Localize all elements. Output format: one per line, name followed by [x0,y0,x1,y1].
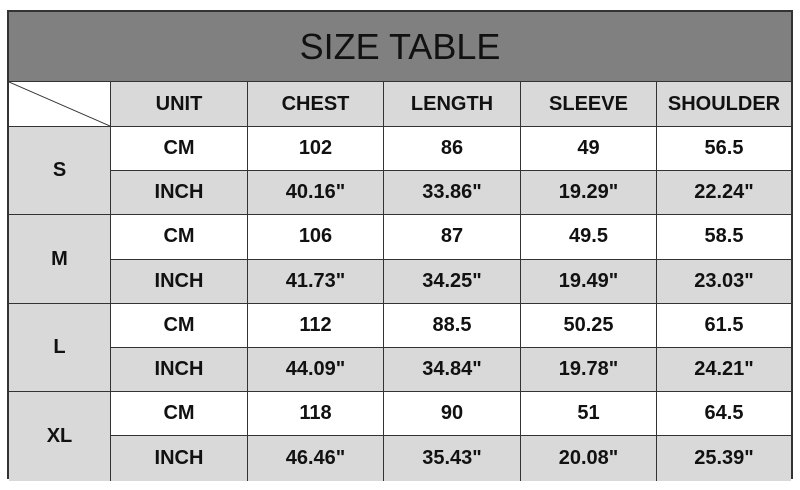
value-cell: 35.43" [384,436,521,481]
size-label: XL [9,392,111,481]
value-cell: 44.09" [248,347,384,393]
header-shoulder: SHOULDER [657,82,791,127]
value-cell: 49.5 [521,215,657,260]
value-cell: 40.16" [248,171,384,216]
value-cell: 88.5 [384,303,521,348]
table-title: SIZE TABLE [9,12,791,82]
unit-cell: CM [111,303,248,348]
value-cell: 90 [384,392,521,437]
value-cell: 34.25" [384,259,521,304]
value-cell: 51 [521,392,657,437]
value-cell: 19.78" [521,347,657,393]
value-cell: 64.5 [657,392,791,437]
value-cell: 50.25 [521,303,657,348]
size-label: M [9,215,111,304]
value-cell: 19.29" [521,171,657,216]
value-cell: 23.03" [657,259,791,304]
unit-cell: CM [111,127,248,172]
unit-cell: CM [111,215,248,260]
unit-cell: INCH [111,171,248,216]
size-table: SIZE TABLE UNIT CHEST LENGTH SLEEVE SHOULDER… [7,10,793,481]
header-unit: UNIT [111,82,248,127]
value-cell: 46.46" [248,436,384,481]
value-cell: 34.84" [384,347,521,393]
value-cell: 112 [248,303,384,348]
unit-cell: INCH [111,347,248,393]
value-cell: 49 [521,127,657,172]
size-label: L [9,303,111,393]
value-cell: 86 [384,127,521,172]
value-cell: 56.5 [657,127,791,172]
header-sleeve: SLEEVE [521,82,657,127]
value-cell: 106 [248,215,384,260]
value-cell: 22.24" [657,171,791,216]
value-cell: 33.86" [384,171,521,216]
header-length: LENGTH [384,82,521,127]
value-cell: 19.49" [521,259,657,304]
unit-cell: INCH [111,259,248,304]
value-cell: 102 [248,127,384,172]
unit-cell: INCH [111,436,248,481]
value-cell: 25.39" [657,436,791,481]
value-cell: 58.5 [657,215,791,260]
table-grid: UNIT CHEST LENGTH SLEEVE SHOULDER S CM 102 86 49 5… [9,82,791,481]
size-label: S [9,127,111,216]
value-cell: 87 [384,215,521,260]
value-cell: 61.5 [657,303,791,348]
unit-cell: CM [111,392,248,437]
header-chest: CHEST [248,82,384,127]
value-cell: 24.21" [657,347,791,393]
diagonal-line [9,82,110,126]
value-cell: 20.08" [521,436,657,481]
value-cell: 41.73" [248,259,384,304]
corner-cell [9,82,111,127]
value-cell: 118 [248,392,384,437]
